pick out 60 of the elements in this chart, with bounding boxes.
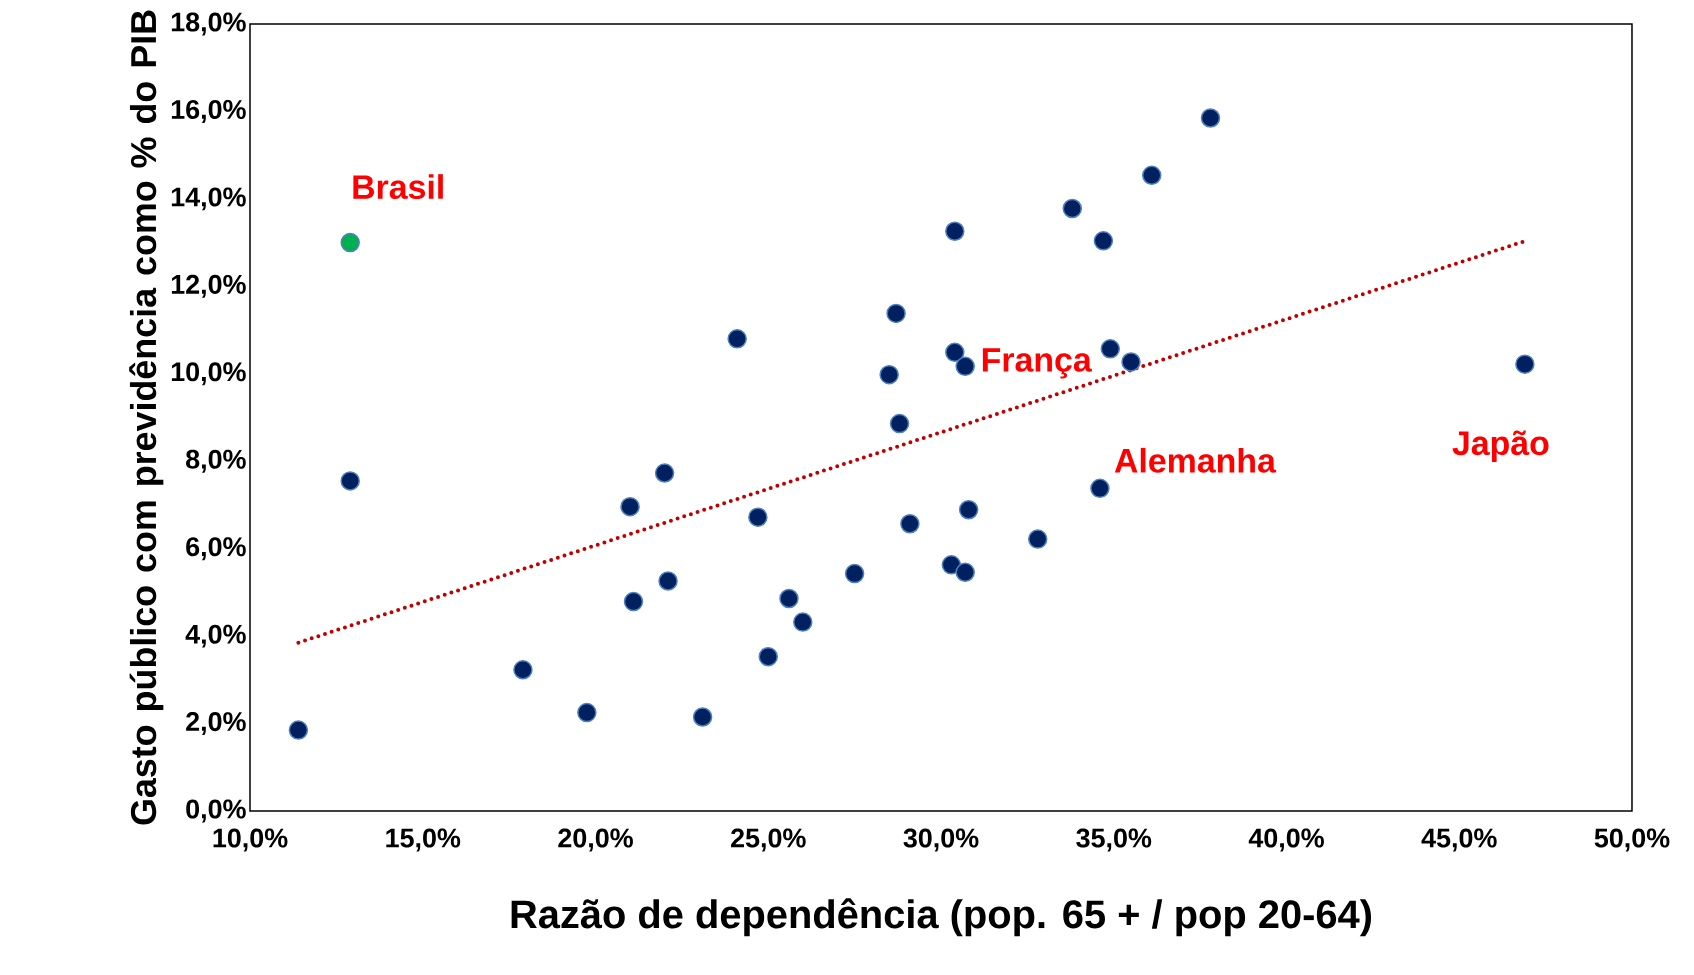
point — [1093, 231, 1114, 251]
annotation: Alemanha — [1114, 447, 1277, 473]
point — [1100, 339, 1121, 359]
point — [1121, 352, 1141, 372]
point — [748, 507, 768, 527]
point — [886, 303, 906, 324]
x-tick-label: 35,0% — [1076, 828, 1152, 852]
point — [620, 496, 640, 517]
y-tick-label: 10,0% — [171, 362, 246, 386]
point — [1142, 165, 1162, 186]
x-tick-label: 10,0% — [213, 828, 288, 852]
y-tick-label: 12,0% — [171, 274, 246, 298]
x-tick-label: 25,0% — [731, 828, 806, 852]
y-tick-label: 6,0% — [186, 537, 246, 561]
point — [945, 342, 965, 363]
x-axis-title: Razão de dependência (pop. 65 + / pop 20-64) — [511, 898, 1371, 937]
x-tick-label: 15,0% — [386, 828, 461, 852]
y-tick-label: 18,0% — [171, 12, 246, 36]
y-tick-label: 0,0% — [186, 799, 246, 823]
point — [889, 413, 910, 434]
point — [900, 513, 920, 534]
x-tick-label: 50,0% — [1594, 828, 1670, 852]
y-axis-title: Gasto público com previdência como % do PIB — [129, 10, 164, 825]
point — [727, 329, 747, 349]
point — [1515, 354, 1535, 374]
point — [758, 646, 778, 667]
y-tick-label: 8,0% — [186, 449, 246, 473]
point — [577, 702, 597, 723]
x-tick-label: 40,0% — [1248, 828, 1324, 852]
point — [945, 221, 965, 241]
point — [779, 588, 799, 609]
x-tick-label: 30,0% — [903, 828, 979, 852]
point — [340, 232, 360, 253]
point — [1027, 529, 1048, 549]
annotation: Brasil — [353, 174, 443, 200]
x-tick-label: 45,0% — [1421, 828, 1497, 852]
point — [955, 356, 975, 377]
point — [288, 720, 309, 740]
point — [844, 563, 865, 584]
y-tick-label: 14,0% — [171, 187, 246, 211]
point — [692, 707, 713, 727]
point — [941, 555, 962, 575]
y-tick-label: 2,0% — [186, 712, 246, 736]
y-tick-label: 4,0% — [185, 624, 246, 648]
y-tick-label: 16,0% — [171, 99, 246, 123]
point — [654, 463, 675, 483]
point — [1200, 108, 1221, 128]
annotation: Japão — [1452, 430, 1549, 462]
point — [340, 471, 360, 491]
point — [658, 571, 678, 591]
point — [1090, 478, 1110, 499]
point — [623, 591, 644, 612]
point — [958, 500, 979, 520]
point — [793, 612, 813, 632]
point — [879, 364, 899, 385]
annotation: França — [982, 348, 1092, 379]
point — [513, 660, 533, 680]
x-tick-label: 20,0% — [558, 828, 633, 852]
point — [1062, 198, 1083, 219]
point — [955, 562, 975, 583]
